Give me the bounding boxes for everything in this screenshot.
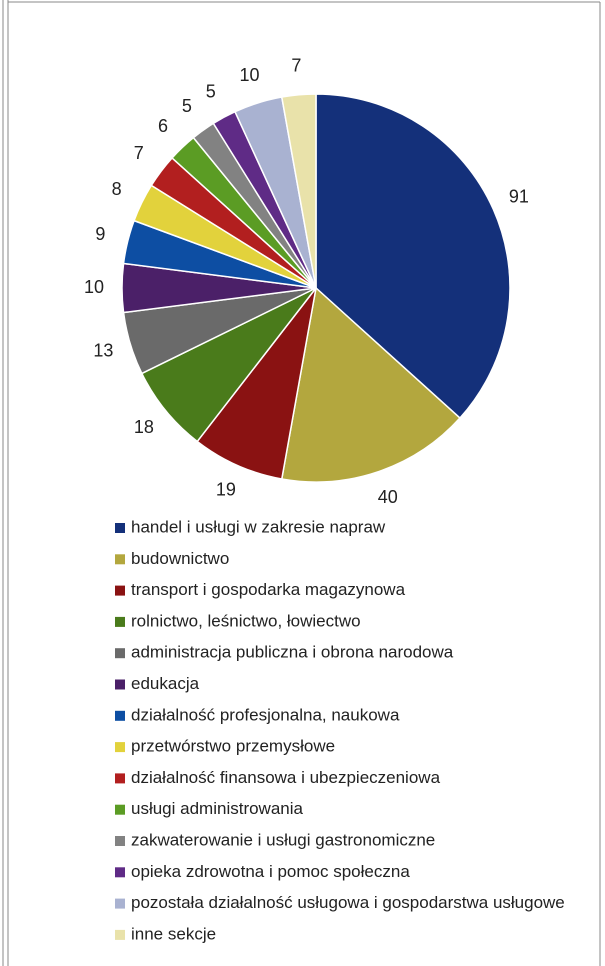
data-label: 13: [93, 341, 113, 361]
data-label: 40: [378, 487, 398, 507]
legend-label: transport i gospodarka magazynowa: [131, 580, 406, 599]
legend-label: pozostała działalność usługowa i gospoda…: [131, 893, 565, 912]
legend-label: działalność finansowa i ubezpieczeniowa: [131, 768, 441, 787]
legend-swatch: [115, 523, 125, 533]
legend-swatch: [115, 929, 125, 940]
data-label: 19: [216, 480, 236, 500]
legend-swatch: [115, 585, 125, 596]
legend-swatch: [115, 867, 125, 878]
legend-label: handel i usługi w zakresie napraw: [131, 517, 386, 536]
legend-label: działalność profesjonalna, naukowa: [131, 705, 400, 724]
legend-swatch: [115, 710, 125, 721]
pie-slice: [280, 93, 317, 289]
legend-swatch: [115, 648, 125, 659]
legend-swatch: [115, 616, 125, 627]
data-label: 8: [112, 179, 122, 199]
data-label: 7: [134, 143, 144, 163]
legend-swatch: [115, 804, 125, 815]
legend-label: zakwaterowanie i usługi gastronomiczne: [131, 830, 435, 849]
legend-label: budownictwo: [131, 549, 229, 568]
data-label: 9: [95, 224, 105, 244]
legend-label: inne sekcje: [131, 924, 216, 943]
data-label: 7: [291, 56, 301, 76]
data-label: 18: [134, 417, 154, 437]
data-label: 10: [84, 277, 104, 297]
legend-swatch: [115, 898, 125, 909]
legend-swatch: [115, 679, 125, 690]
legend-label: administracja publiczna i obrona narodow…: [131, 643, 454, 662]
legend-label: edukacja: [131, 674, 200, 693]
pie-slice: [280, 286, 462, 483]
data-label: 5: [182, 96, 192, 116]
data-label: 6: [158, 116, 168, 136]
legend-label: przetwórstwo przemysłowe: [131, 737, 335, 756]
legend-swatch: [115, 554, 125, 565]
data-label: 91: [509, 187, 529, 207]
legend-swatch: [115, 742, 125, 753]
data-label: 10: [240, 65, 260, 85]
legend-swatch: [115, 836, 125, 846]
legend-label: usługi administrowania: [131, 799, 304, 818]
pie-slice: [196, 287, 317, 480]
legend-label: rolnictwo, leśnictwo, łowiectwo: [131, 611, 361, 630]
legend-label: opieka zdrowotna i pomoc społeczna: [131, 862, 410, 881]
data-label: 5: [206, 81, 216, 101]
pie-slice: [315, 93, 511, 420]
legend-swatch: [115, 773, 125, 784]
